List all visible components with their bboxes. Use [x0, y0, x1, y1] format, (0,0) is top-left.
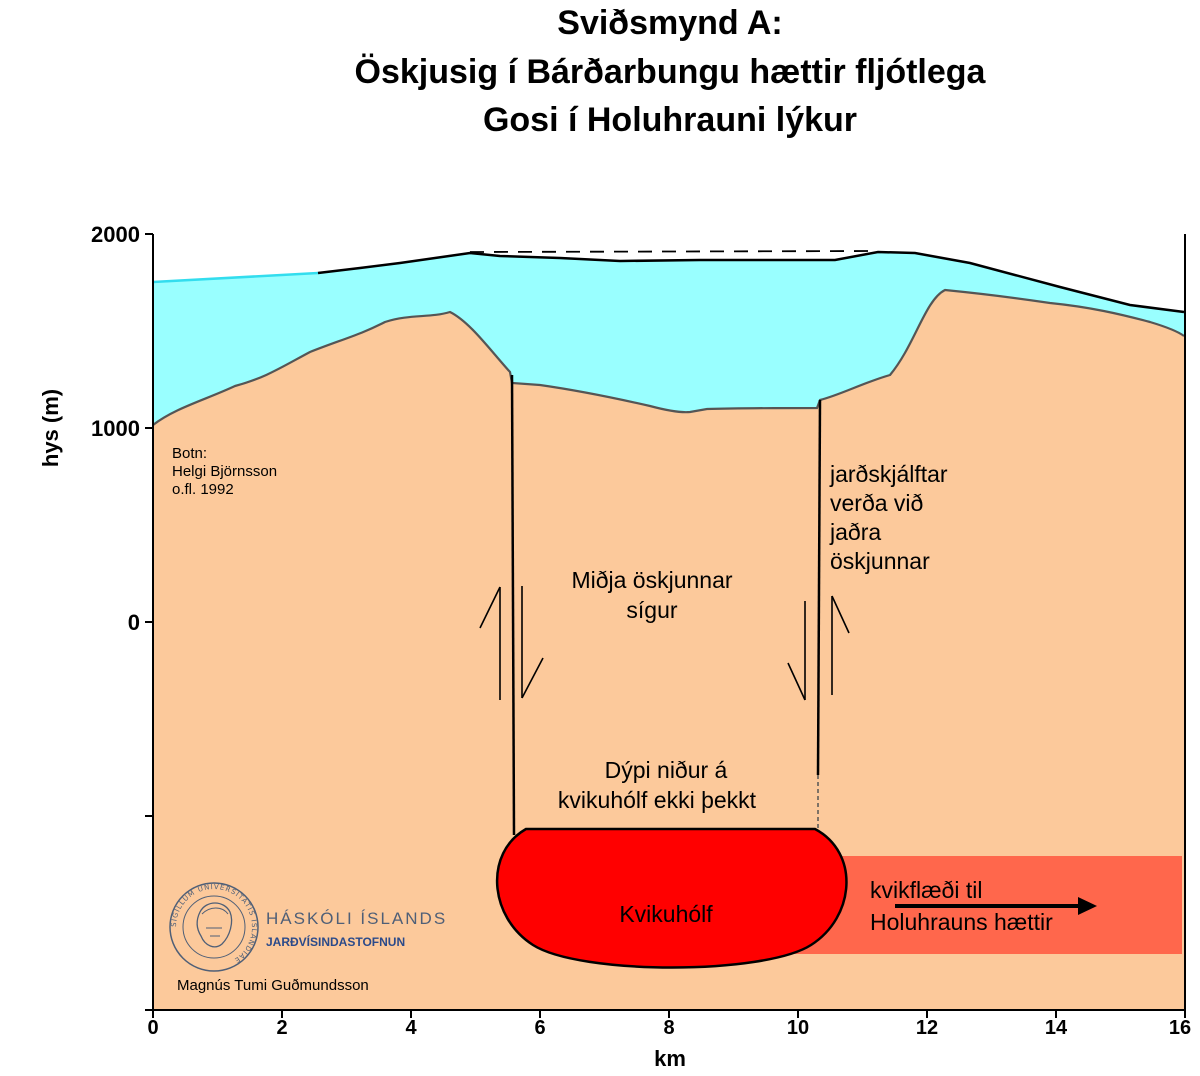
- title-line-2: Öskjusig í Bárðarbungu hættir fljótlega: [355, 53, 987, 91]
- earthquake-label-line: jaðra: [829, 519, 881, 545]
- former-surface-dashed: [469, 250, 879, 253]
- source-note-line: Helgi Björnsson: [172, 463, 277, 480]
- earthquake-label-line: verða við: [830, 490, 923, 516]
- x-tick-label: 10: [787, 1017, 809, 1039]
- x-tick-label: 4: [405, 1017, 417, 1039]
- x-tick-label: 12: [916, 1017, 938, 1039]
- subsidence-label-line: Miðja öskjunnar: [571, 567, 732, 593]
- x-tick-label: 8: [663, 1017, 674, 1039]
- earthquake-label-line: jarðskjálftar: [829, 461, 948, 487]
- author-credit: Magnús Tumi Guðmundsson: [177, 977, 369, 994]
- institute-name: JARÐVÍSINDASTOFNUN: [266, 934, 405, 949]
- fault-motion-arrows: [479, 586, 850, 701]
- y-tick-label: 2000: [91, 222, 140, 247]
- earthquake-label-line: öskjunnar: [830, 548, 930, 574]
- university-name: HÁSKÓLI ÍSLANDS: [266, 909, 447, 928]
- fault-line-left: [510, 374, 516, 836]
- magma-chamber: [495, 827, 848, 969]
- x-tick-label: 14: [1045, 1017, 1068, 1039]
- title-line-3: Gosi í Holuhrauni lýkur: [483, 101, 857, 139]
- flow-arrow-icon: [1078, 897, 1097, 915]
- x-tick-label: 2: [276, 1017, 287, 1039]
- ice-surface-line: [317, 250, 1185, 314]
- depth-label-line: Dýpi niður á: [605, 757, 728, 783]
- ice-edge-line: [152, 271, 319, 284]
- flow-label-line: kvikflæði til: [870, 877, 982, 903]
- source-note-line: Botn:: [172, 445, 207, 462]
- subsidence-label-line: sígur: [626, 597, 677, 623]
- x-tick-label: 6: [534, 1017, 545, 1039]
- fault-line-right: [816, 399, 822, 776]
- title-line-1: Sviðsmynd A:: [557, 4, 782, 42]
- y-tick-label: 0: [128, 610, 140, 635]
- x-axis-ticks: [152, 1010, 1186, 1018]
- chamber-label: Kvikuhólf: [619, 901, 713, 927]
- source-note-line: o.fl. 1992: [172, 481, 234, 498]
- x-axis-label: km: [654, 1046, 686, 1071]
- y-axis-label: hys (m): [38, 389, 63, 467]
- bedrock-surface-line: [152, 288, 1185, 426]
- y-tick-label: 1000: [91, 416, 140, 441]
- flow-label-line: Holuhrauns hættir: [870, 909, 1053, 935]
- x-tick-label: 0: [147, 1017, 158, 1039]
- depth-label-line: kvikuhólf ekki þekkt: [558, 787, 757, 813]
- x-tick-label: 16: [1169, 1017, 1191, 1039]
- y-axis-ticks: [145, 233, 153, 1011]
- bedrock-area: [153, 290, 1184, 1009]
- glacier-ice: [153, 252, 1184, 425]
